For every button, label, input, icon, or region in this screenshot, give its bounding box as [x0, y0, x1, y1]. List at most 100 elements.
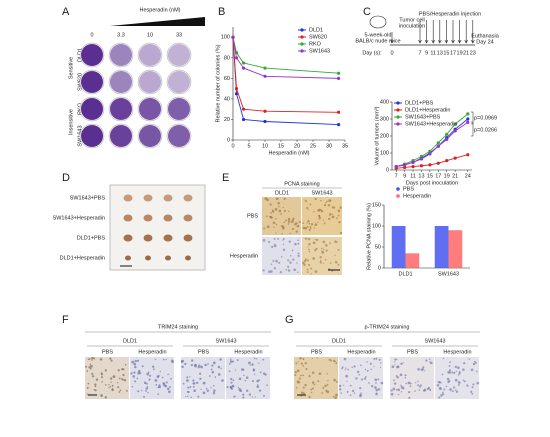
tumor — [145, 255, 151, 261]
nucleus — [213, 391, 216, 394]
nucleus — [108, 387, 110, 389]
nucleus — [331, 213, 334, 215]
nucleus — [202, 381, 206, 385]
nucleus — [229, 360, 233, 363]
nucleus — [86, 370, 89, 372]
nucleus — [337, 263, 340, 266]
nucleus — [318, 214, 321, 217]
tumor — [125, 255, 131, 261]
nucleus — [308, 228, 311, 232]
day-label: 0 — [390, 50, 393, 56]
nucleus — [470, 390, 473, 394]
nucleus — [370, 362, 372, 365]
nucleus — [213, 389, 216, 392]
nucleus — [294, 223, 297, 226]
group-label: SW1643 — [215, 338, 236, 344]
panel-label: D — [62, 172, 70, 184]
nucleus — [231, 388, 233, 390]
nucleus — [262, 239, 266, 242]
nucleus — [328, 213, 332, 216]
nucleus — [233, 395, 236, 398]
nucleus — [297, 380, 299, 382]
nucleus — [275, 259, 278, 262]
nucleus — [278, 205, 280, 208]
nucleus — [116, 382, 119, 384]
nucleus — [192, 386, 195, 388]
legend-marker — [396, 187, 400, 191]
data-point — [466, 153, 470, 157]
data-point — [263, 74, 267, 78]
nucleus — [378, 358, 381, 361]
nucleus — [287, 220, 291, 223]
nucleus — [326, 373, 329, 375]
nucleus — [397, 393, 400, 396]
stain-image — [390, 357, 434, 399]
schema-text: Tumor cell — [399, 17, 424, 23]
nucleus — [186, 379, 189, 382]
nucleus — [454, 365, 458, 368]
nucleus — [146, 386, 149, 388]
data-point — [241, 107, 246, 111]
nucleus — [438, 387, 442, 390]
nucleus — [334, 396, 337, 399]
nucleus — [441, 391, 444, 394]
schema-text: inoculation — [399, 23, 425, 29]
nucleus — [390, 392, 394, 396]
x-tick-label: 15 — [278, 143, 284, 149]
data-point — [394, 165, 398, 169]
nucleus — [199, 377, 202, 380]
nucleus — [327, 379, 329, 382]
nucleus — [373, 358, 376, 360]
nucleus — [391, 365, 395, 369]
nucleus — [134, 359, 137, 363]
group-label: SW1643+Hesperadin — [53, 215, 105, 221]
nucleus — [200, 388, 202, 391]
nucleus — [253, 357, 256, 360]
legend-marker — [300, 49, 304, 53]
nucleus — [349, 384, 352, 387]
nucleus — [396, 358, 398, 361]
nucleus — [146, 372, 149, 376]
nucleus — [302, 386, 305, 389]
y-tick-label: 0 — [227, 137, 230, 143]
nucleus — [296, 225, 299, 228]
x-tick-label: 35 — [342, 143, 348, 149]
nucleus — [272, 259, 275, 262]
nucleus — [282, 225, 285, 228]
nucleus — [301, 391, 304, 395]
nucleus — [189, 376, 191, 378]
nucleus — [316, 357, 318, 359]
nucleus — [251, 363, 254, 366]
nucleus — [304, 199, 306, 201]
data-point — [337, 76, 341, 80]
data-point — [419, 164, 424, 168]
legend-marker — [300, 35, 304, 39]
nucleus — [457, 374, 460, 376]
group-label: SW1643+PBS — [70, 195, 106, 201]
nucleus — [322, 219, 325, 222]
x-tick-label: 19 — [444, 173, 450, 179]
nucleus — [449, 361, 451, 364]
colony-stain — [110, 71, 132, 93]
nucleus — [277, 201, 280, 205]
y-tick-label: 400 — [380, 99, 389, 105]
nucleus — [141, 365, 144, 368]
nucleus — [320, 247, 323, 250]
nucleus — [297, 271, 299, 273]
nucleus — [304, 226, 308, 230]
nucleus — [198, 364, 201, 367]
nucleus — [447, 371, 450, 374]
nucleus — [407, 381, 411, 385]
nucleus — [249, 364, 252, 366]
nucleus — [327, 204, 331, 207]
nucleus — [472, 362, 476, 366]
nucleus — [86, 386, 89, 389]
nucleus — [228, 370, 231, 373]
nucleus — [278, 209, 282, 213]
nucleus — [374, 378, 378, 382]
colony-plate — [137, 69, 163, 95]
y-tick-label: 100 — [221, 35, 230, 41]
nucleus — [313, 383, 316, 386]
data-point — [466, 117, 470, 121]
nucleus — [232, 379, 235, 382]
